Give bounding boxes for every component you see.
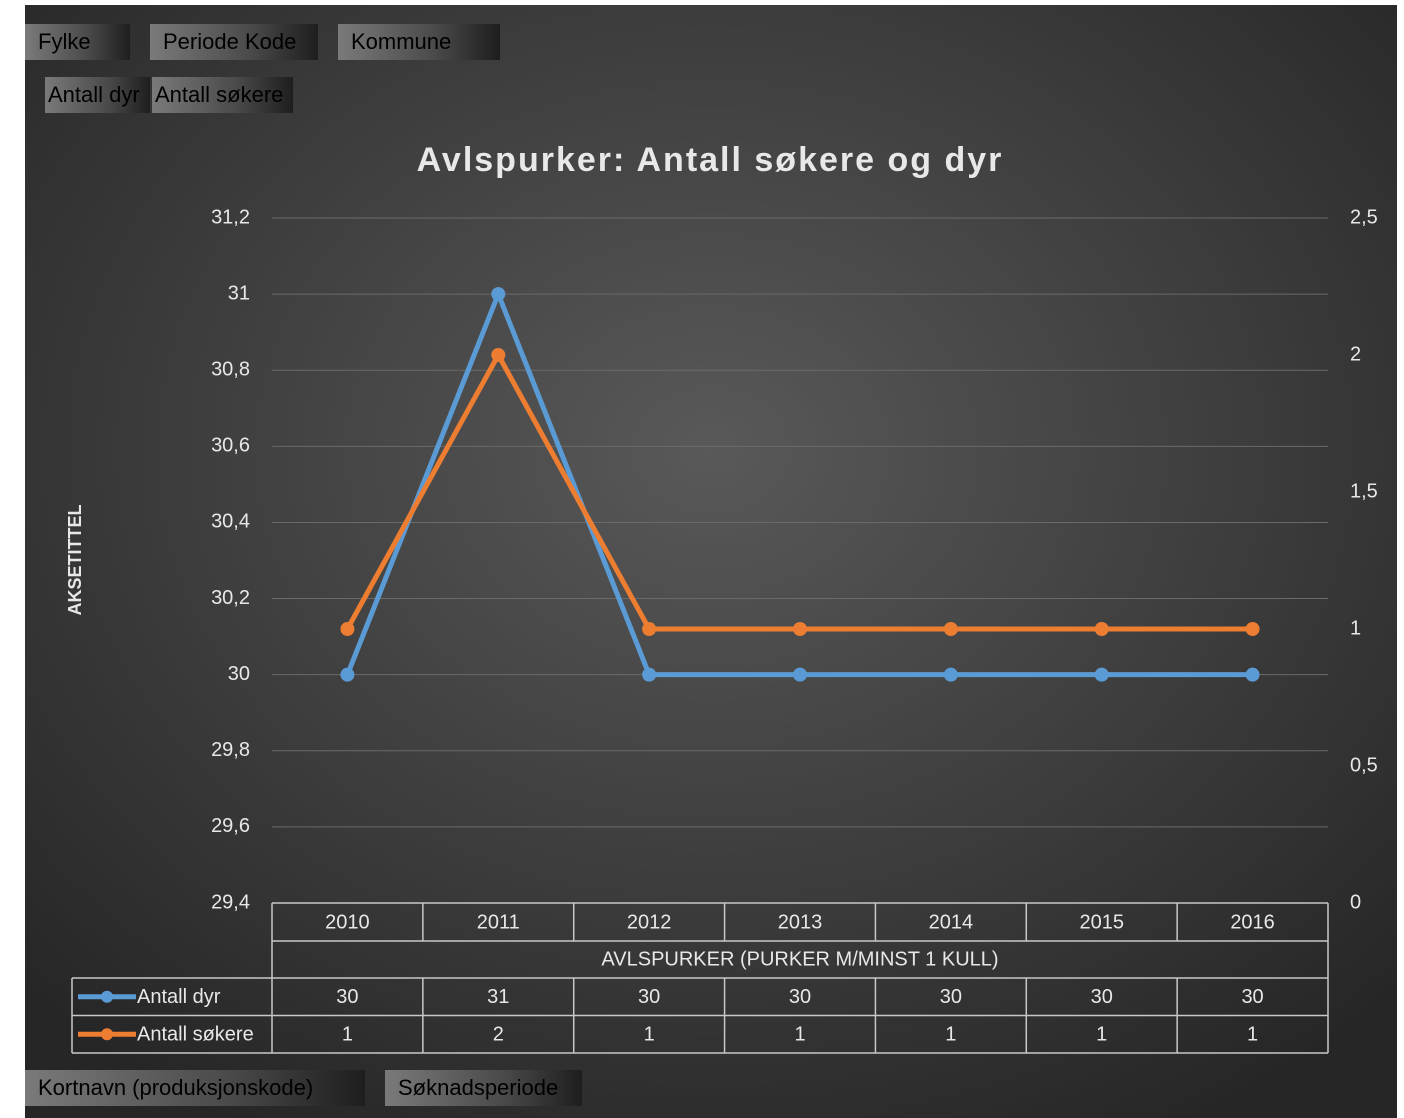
y2-tick-label: 0,5 (1350, 754, 1378, 776)
table-value: 1 (945, 1024, 956, 1046)
chart-title: Avlspurker: Antall søkere og dyr (417, 141, 1004, 179)
legend-key-marker (101, 990, 113, 1003)
field-button-label[interactable]: Søknadsperiode (398, 1075, 558, 1100)
y-tick-label: 31,2 (211, 206, 250, 228)
x-tick-label: 2011 (477, 911, 520, 933)
y2-tick-label: 2,5 (1350, 206, 1378, 228)
y-tick-label: 30 (228, 663, 250, 685)
y2-tick-label: 2 (1350, 343, 1361, 365)
legend-key-marker (101, 1028, 113, 1041)
marker (491, 348, 506, 362)
marker (491, 287, 506, 302)
y2-tick-label: 1,5 (1350, 480, 1378, 502)
legend-label: Antall dyr (137, 986, 221, 1008)
x-tick-label: 2014 (929, 911, 974, 933)
field-button[interactable] (338, 24, 500, 60)
table-value: 30 (1241, 986, 1263, 1008)
marker (793, 622, 807, 636)
field-button-label[interactable]: Kortnavn (produksjonskode) (38, 1075, 313, 1100)
table-value: 30 (940, 986, 962, 1008)
x-tick-label: 2012 (627, 911, 672, 933)
field-button[interactable] (25, 1070, 365, 1106)
y-tick-label: 30,6 (211, 435, 250, 457)
field-button[interactable] (45, 77, 150, 113)
y-tick-label: 29,8 (211, 739, 250, 761)
field-button-label[interactable]: Periode Kode (163, 29, 296, 54)
y2-tick-label: 1 (1350, 617, 1361, 639)
marker (340, 622, 355, 636)
field-button-label[interactable]: Antall søkere (155, 82, 283, 107)
x-tick-label: 2010 (325, 911, 370, 933)
y-tick-label: 30,2 (211, 587, 250, 609)
table-value: 30 (789, 986, 811, 1008)
table-value: 30 (1091, 986, 1113, 1008)
field-button-label[interactable]: Antall dyr (48, 82, 140, 107)
chart-background (25, 5, 1397, 1118)
table-value: 31 (487, 986, 509, 1008)
x-axis-title: AVLSPURKER (PURKER M/MINST 1 KULL) (601, 948, 998, 970)
x-tick-label: 2016 (1230, 911, 1275, 933)
y-tick-label: 31 (228, 282, 250, 304)
legend-label: Antall søkere (137, 1024, 254, 1046)
y-tick-label: 30,8 (211, 359, 250, 381)
marker (1094, 667, 1109, 682)
marker (642, 622, 657, 636)
field-button[interactable] (25, 24, 130, 60)
field-button[interactable] (150, 24, 318, 60)
y-axis-title: AKSETITTEL (65, 504, 85, 615)
table-value: 1 (342, 1024, 353, 1046)
y-tick-label: 29,6 (211, 815, 250, 837)
field-button-label[interactable]: Fylke (38, 29, 91, 54)
marker (642, 667, 657, 682)
table-value: 1 (644, 1024, 655, 1046)
x-tick-label: 2015 (1079, 911, 1124, 933)
y-tick-label: 29,4 (211, 891, 250, 913)
table-value: 30 (638, 986, 660, 1008)
marker (943, 667, 958, 682)
y2-tick-label: 0 (1350, 891, 1361, 913)
y-tick-label: 30,4 (211, 511, 250, 533)
table-value: 1 (1247, 1024, 1258, 1046)
marker (1245, 622, 1260, 636)
table-value: 2 (493, 1024, 504, 1046)
field-button-label[interactable]: Kommune (351, 29, 451, 54)
field-button[interactable] (385, 1070, 582, 1106)
marker (340, 667, 355, 682)
x-tick-label: 2013 (778, 911, 823, 933)
marker (943, 622, 958, 636)
marker (1094, 622, 1109, 636)
table-value: 1 (1096, 1024, 1107, 1046)
marker (1245, 667, 1260, 682)
field-button[interactable] (152, 77, 293, 113)
table-value: 30 (336, 986, 358, 1008)
table-value: 1 (794, 1024, 805, 1046)
marker (793, 667, 807, 682)
